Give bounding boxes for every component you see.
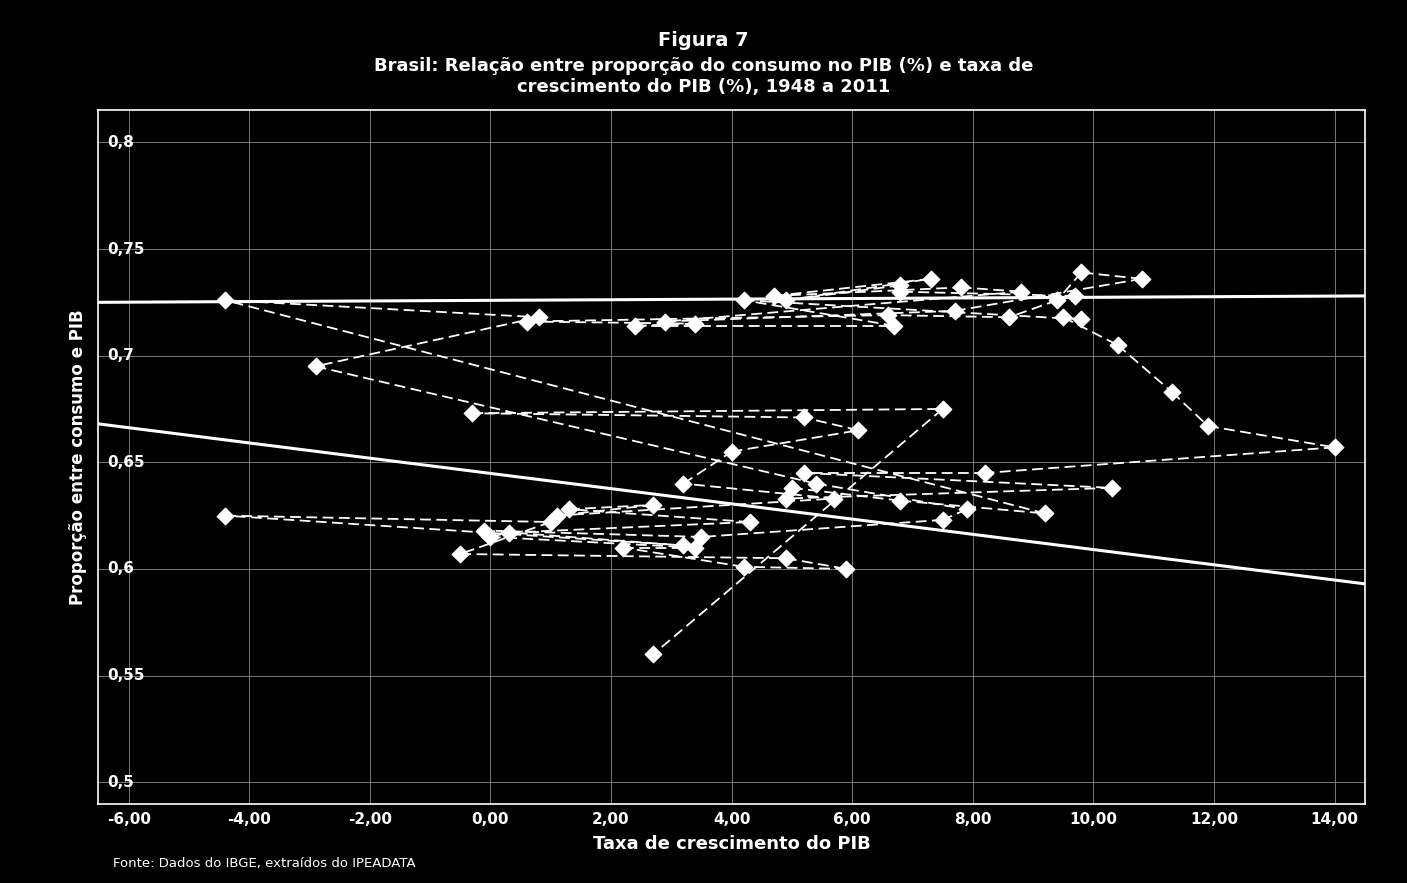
Point: [642, 498, 664, 512]
Point: [528, 310, 550, 324]
Point: [733, 560, 756, 574]
Point: [1130, 272, 1152, 286]
Point: [884, 319, 906, 333]
Point: [304, 359, 326, 374]
Point: [889, 278, 912, 292]
Point: [480, 530, 502, 544]
Point: [612, 540, 635, 555]
Point: [1064, 289, 1086, 303]
Point: [684, 540, 706, 555]
Point: [673, 477, 695, 491]
Text: 0,5: 0,5: [107, 774, 135, 789]
Point: [792, 466, 815, 480]
Text: 0,8: 0,8: [107, 135, 135, 150]
Point: [539, 515, 561, 529]
Point: [834, 562, 857, 576]
Point: [515, 314, 537, 328]
Point: [781, 481, 803, 495]
Point: [1197, 419, 1220, 433]
Text: 0,65: 0,65: [107, 455, 145, 470]
Point: [974, 466, 996, 480]
Point: [642, 647, 664, 661]
Point: [733, 293, 756, 307]
Point: [1071, 313, 1093, 327]
Point: [673, 539, 695, 553]
Text: Figura 7: Figura 7: [658, 31, 749, 50]
Point: [739, 515, 761, 529]
Point: [1106, 338, 1128, 352]
Point: [931, 402, 954, 416]
Point: [1052, 310, 1075, 324]
Point: [1034, 507, 1057, 521]
Point: [1045, 293, 1068, 307]
Y-axis label: Proporção entre consumo e PIB: Proporção entre consumo e PIB: [69, 309, 87, 605]
Text: Fonte: Dados do IBGE, extraídos do IPEADATA: Fonte: Dados do IBGE, extraídos do IPEAD…: [113, 857, 415, 870]
Point: [546, 509, 568, 523]
Text: 0,7: 0,7: [107, 348, 135, 363]
Point: [623, 319, 646, 333]
Point: [473, 524, 495, 538]
Point: [889, 284, 912, 298]
Point: [931, 513, 954, 527]
Point: [720, 444, 743, 458]
Point: [214, 293, 236, 307]
Point: [998, 310, 1020, 324]
Point: [792, 411, 815, 425]
Point: [775, 551, 798, 565]
Point: [847, 423, 870, 437]
Point: [691, 530, 713, 544]
Point: [654, 314, 677, 328]
Point: [950, 280, 972, 294]
Point: [449, 547, 471, 561]
Point: [1010, 284, 1033, 298]
Point: [557, 502, 580, 517]
Point: [877, 308, 899, 322]
Point: [763, 289, 785, 303]
Point: [955, 502, 978, 517]
Point: [497, 525, 519, 540]
Point: [1071, 266, 1093, 280]
Text: 0,6: 0,6: [107, 562, 135, 577]
Text: 0,55: 0,55: [107, 668, 145, 683]
Point: [1161, 385, 1183, 399]
Text: Brasil: Relação entre proporção do consumo no PIB (%) e taxa de
crescimento do P: Brasil: Relação entre proporção do consu…: [374, 57, 1033, 96]
Point: [684, 317, 706, 331]
Point: [823, 492, 846, 506]
Point: [1324, 441, 1346, 455]
Text: 0,75: 0,75: [107, 242, 145, 256]
Point: [1100, 481, 1123, 495]
Point: [775, 492, 798, 506]
Point: [805, 477, 827, 491]
X-axis label: Taxa de crescimento do PIB: Taxa de crescimento do PIB: [592, 835, 871, 853]
Point: [889, 494, 912, 508]
Point: [919, 272, 941, 286]
Point: [944, 304, 967, 318]
Point: [214, 509, 236, 523]
Point: [461, 406, 484, 420]
Point: [775, 293, 798, 307]
